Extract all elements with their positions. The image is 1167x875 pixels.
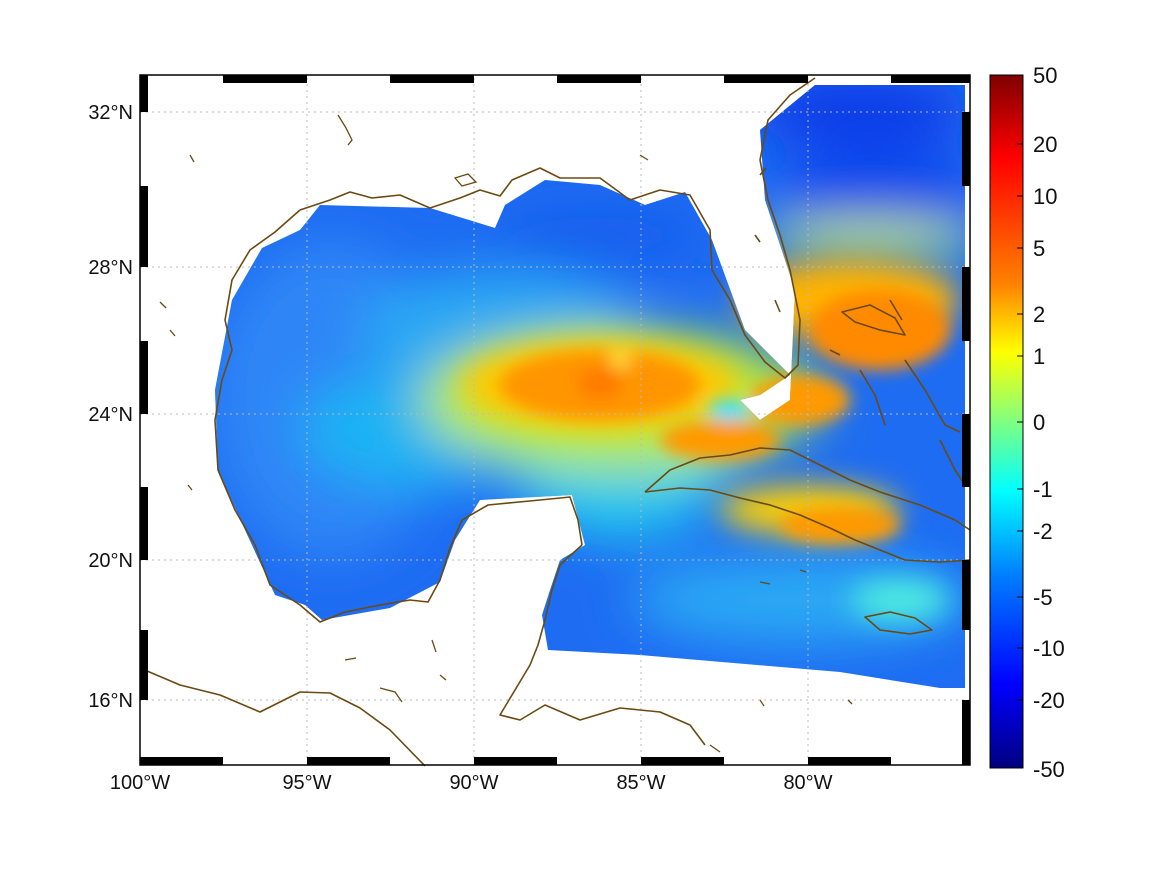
lat-label: 28°N: [88, 257, 133, 279]
colorbar-label: 20: [1033, 132, 1057, 157]
lat-label: 20°N: [88, 550, 133, 572]
map-frame: [139, 74, 971, 766]
colorbar-label: -1: [1033, 477, 1053, 502]
colorbar-label: 1: [1033, 344, 1045, 369]
colorbar-label: 2: [1033, 302, 1045, 327]
island-details: [159, 114, 853, 753]
lat-label: 32°N: [88, 102, 133, 124]
longitude-labels: 100°W 95°W 90°W 85°W 80°W: [110, 772, 833, 794]
colorbar-label: 0: [1033, 410, 1045, 435]
colorbar-label: 5: [1033, 236, 1045, 261]
grid-lines: [140, 78, 970, 760]
lon-label: 100°W: [110, 772, 170, 794]
colorbar-label: 50: [1033, 63, 1057, 88]
lat-label: 16°N: [88, 690, 133, 712]
lat-label: 24°N: [88, 404, 133, 426]
lon-label: 90°W: [449, 772, 498, 794]
colorbar-label: -2: [1033, 519, 1053, 544]
lon-label: 80°W: [783, 772, 832, 794]
colorbar-label: -5: [1033, 585, 1053, 610]
colorbar-label: -10: [1033, 636, 1065, 661]
coastline: [139, 77, 971, 767]
ocean-data-field: [215, 85, 965, 688]
colorbar-label: -20: [1033, 688, 1065, 713]
lon-label: 85°W: [616, 772, 665, 794]
latitude-labels: 32°N 28°N 24°N 20°N 16°N: [88, 102, 133, 712]
colorbar-label: -50: [1033, 757, 1065, 782]
colorbar: 50 20 10 5 2 1 0 -1 -2 -5 -10 -20 -50: [989, 63, 1065, 782]
lon-label: 95°W: [282, 772, 331, 794]
colorbar-label: 10: [1033, 184, 1057, 209]
